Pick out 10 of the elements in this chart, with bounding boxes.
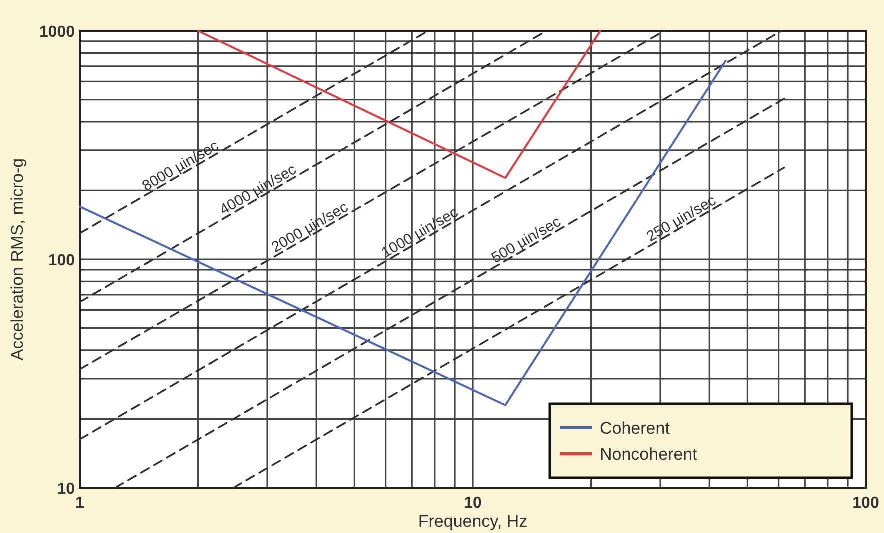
y-tick-label: 100 <box>48 252 76 270</box>
x-tick-label: 1 <box>76 495 85 512</box>
x-axis-title: Frequency, Hz <box>418 512 528 531</box>
legend-label: Noncoherent <box>600 445 698 464</box>
y-tick-label: 10 <box>57 481 76 498</box>
x-tick-label: 10 <box>464 495 482 512</box>
y-axis-title: Acceleration RMS, micro-g <box>8 158 27 361</box>
x-tick-label: 100 <box>852 495 880 512</box>
legend-label: Coherent <box>600 419 670 438</box>
y-tick-label: 1000 <box>39 24 76 41</box>
